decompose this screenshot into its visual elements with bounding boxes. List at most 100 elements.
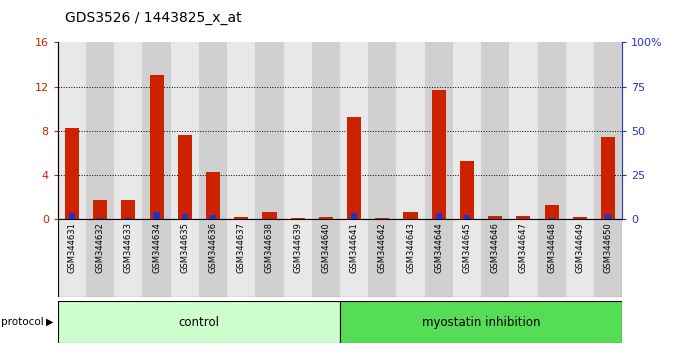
- Bar: [150, 75, 164, 219]
- Bar: [210, 215, 216, 219]
- Bar: [425, 42, 453, 219]
- Text: GSM344637: GSM344637: [237, 222, 245, 273]
- Text: GSM344641: GSM344641: [350, 222, 358, 273]
- Bar: [549, 218, 555, 219]
- Bar: [481, 219, 509, 297]
- Bar: [340, 42, 369, 219]
- Text: myostatin inhibition: myostatin inhibition: [422, 316, 541, 329]
- Bar: [284, 219, 312, 297]
- Text: GSM344640: GSM344640: [322, 222, 330, 273]
- Bar: [65, 128, 79, 219]
- Bar: [262, 212, 277, 219]
- Bar: [340, 219, 369, 297]
- Bar: [319, 217, 333, 219]
- Bar: [509, 42, 538, 219]
- Text: ▶: ▶: [46, 317, 54, 327]
- Bar: [369, 42, 396, 219]
- Bar: [171, 219, 199, 297]
- Bar: [312, 219, 340, 297]
- Bar: [125, 218, 131, 219]
- Bar: [227, 42, 256, 219]
- Text: GSM344644: GSM344644: [435, 222, 443, 273]
- Bar: [206, 172, 220, 219]
- Bar: [464, 215, 470, 219]
- Bar: [256, 219, 284, 297]
- Text: GSM344646: GSM344646: [491, 222, 500, 273]
- Text: GSM344649: GSM344649: [575, 222, 584, 273]
- Bar: [97, 218, 103, 219]
- Bar: [436, 213, 442, 219]
- Bar: [594, 42, 622, 219]
- Bar: [290, 218, 305, 219]
- Text: GSM344650: GSM344650: [604, 222, 613, 273]
- Text: GSM344642: GSM344642: [378, 222, 387, 273]
- Bar: [69, 213, 75, 219]
- Bar: [453, 42, 481, 219]
- Bar: [267, 218, 273, 219]
- Bar: [520, 218, 526, 219]
- Text: GSM344639: GSM344639: [293, 222, 302, 273]
- Bar: [347, 116, 361, 219]
- Bar: [403, 212, 418, 219]
- Text: GSM344635: GSM344635: [180, 222, 189, 273]
- Bar: [375, 218, 390, 219]
- Bar: [601, 137, 615, 219]
- Bar: [121, 200, 135, 219]
- Bar: [407, 218, 413, 219]
- Bar: [234, 217, 248, 219]
- Text: GSM344634: GSM344634: [152, 222, 161, 273]
- Text: GSM344647: GSM344647: [519, 222, 528, 273]
- Bar: [93, 200, 107, 219]
- Bar: [488, 216, 503, 219]
- Bar: [199, 219, 227, 297]
- Bar: [58, 301, 340, 343]
- Bar: [425, 219, 453, 297]
- Bar: [171, 42, 199, 219]
- Bar: [545, 205, 559, 219]
- Bar: [492, 218, 498, 219]
- Bar: [605, 213, 611, 219]
- Bar: [284, 42, 312, 219]
- Bar: [256, 42, 284, 219]
- Text: GSM344643: GSM344643: [406, 222, 415, 273]
- Bar: [573, 217, 587, 219]
- Bar: [481, 42, 509, 219]
- Bar: [538, 219, 566, 297]
- Bar: [351, 213, 357, 219]
- Bar: [86, 42, 114, 219]
- Bar: [432, 90, 446, 219]
- Bar: [143, 219, 171, 297]
- Bar: [114, 219, 143, 297]
- Bar: [199, 42, 227, 219]
- Text: control: control: [178, 316, 220, 329]
- Bar: [114, 42, 143, 219]
- Bar: [460, 161, 474, 219]
- Text: GSM344648: GSM344648: [547, 222, 556, 273]
- Bar: [566, 219, 594, 297]
- Bar: [182, 214, 188, 219]
- Bar: [227, 219, 256, 297]
- Text: GSM344633: GSM344633: [124, 222, 133, 273]
- Bar: [58, 42, 86, 219]
- Bar: [340, 301, 622, 343]
- Bar: [396, 42, 425, 219]
- Bar: [143, 42, 171, 219]
- Bar: [516, 216, 530, 219]
- Bar: [369, 219, 396, 297]
- Text: GSM344645: GSM344645: [462, 222, 471, 273]
- Text: GSM344636: GSM344636: [209, 222, 218, 273]
- Bar: [509, 219, 538, 297]
- Bar: [177, 135, 192, 219]
- Bar: [86, 219, 114, 297]
- Bar: [594, 219, 622, 297]
- Text: GSM344631: GSM344631: [67, 222, 76, 273]
- Text: protocol: protocol: [1, 317, 44, 327]
- Bar: [396, 219, 425, 297]
- Text: GSM344638: GSM344638: [265, 222, 274, 273]
- Bar: [566, 42, 594, 219]
- Text: GDS3526 / 1443825_x_at: GDS3526 / 1443825_x_at: [65, 11, 241, 25]
- Bar: [538, 42, 566, 219]
- Bar: [154, 212, 160, 219]
- Bar: [453, 219, 481, 297]
- Bar: [312, 42, 340, 219]
